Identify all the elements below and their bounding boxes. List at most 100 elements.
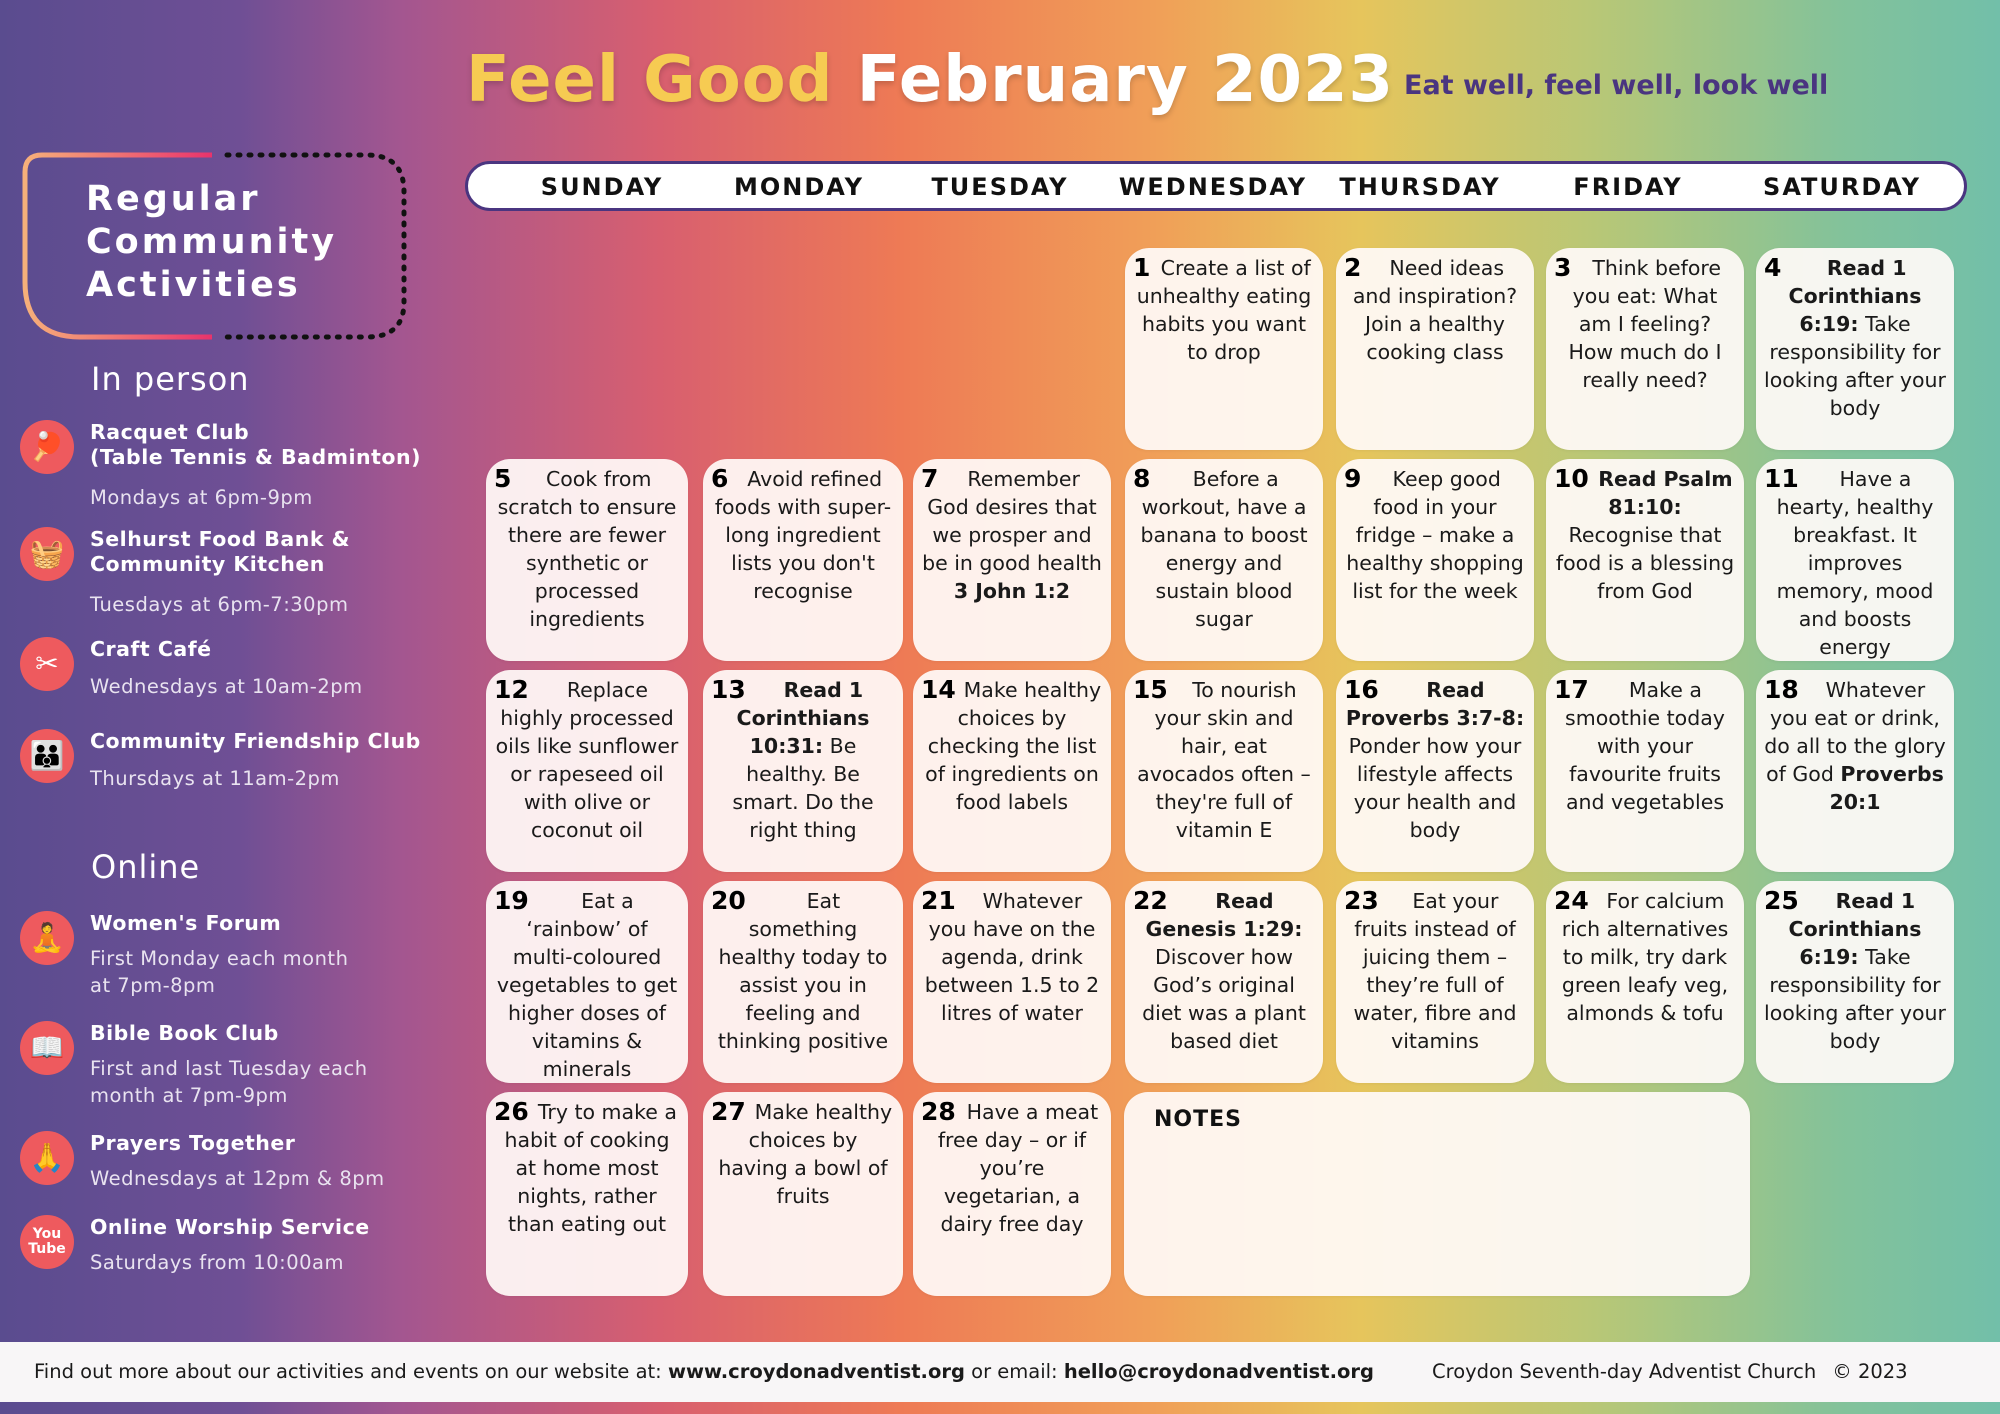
calendar-day-26: 26 Try to make a habit of cooking at home… — [486, 1092, 688, 1296]
day-number: 5 — [494, 464, 512, 493]
scissors-icon: ✂ — [20, 637, 74, 691]
weekday-header-bar: SUNDAY MONDAY TUESDAY WEDNESDAY THURSDAY… — [465, 161, 1967, 211]
day-tip: Have a meat free day – or if you’re vege… — [937, 1100, 1099, 1236]
church-name: Croydon Seventh-day Adventist Church — [1432, 1360, 1817, 1383]
calendar-day-12: 12 Replace highly processed oils like sun… — [486, 670, 688, 872]
day-tip: Make a smoothie today with your favourit… — [1565, 678, 1725, 814]
calendar-day-7: 7 Remember God desires that we prosper an… — [913, 459, 1111, 661]
day-number: 26 — [494, 1097, 529, 1126]
footer-credit: Croydon Seventh-day Adventist Church © 20… — [1432, 1342, 1908, 1402]
day-tip: Read 1 Corinthians 6:19: Take responsibi… — [1764, 256, 1946, 420]
calendar-day-11: 11 Have a hearty, healthy breakfast. It i… — [1756, 459, 1954, 661]
day-tip: Read Genesis 1:29: Discover how God’s or… — [1142, 889, 1306, 1053]
day-tip: Whatever you have on the agenda, drink b… — [924, 889, 1100, 1025]
activity-name: Community Friendship Club — [90, 729, 421, 753]
activity-time: Mondays at 6pm-9pm — [90, 486, 313, 509]
day-tip: Create a list of unhealthy eating habits… — [1136, 256, 1312, 364]
calendar-day-14: 14 Make healthy choices by checking the l… — [913, 670, 1111, 872]
calendar-day-15: 15 To nourish your skin and hair, eat avo… — [1125, 670, 1323, 872]
day-tip: Have a hearty, healthy breakfast. It imp… — [1776, 467, 1934, 659]
footer: Find out more about our activities and e… — [0, 1342, 2000, 1402]
day-number: 14 — [921, 675, 956, 704]
day-number: 16 — [1344, 675, 1379, 704]
calendar-day-20: 20 Eat something healthy today to assist … — [703, 881, 903, 1083]
calendar-day-2: 2 Need ideas and inspiration? Join a heal… — [1336, 248, 1534, 450]
food-basket-icon: 🧺 — [20, 527, 74, 581]
activity-time: Wednesdays at 12pm & 8pm — [90, 1167, 385, 1190]
weekday-friday: FRIDAY — [1573, 173, 1683, 201]
day-tip: Cook from scratch to ensure there are fe… — [497, 467, 677, 631]
calendar-day-28: 28 Have a meat free day – or if you’re ve… — [913, 1092, 1111, 1296]
table-tennis-icon: 🏓 — [20, 420, 74, 474]
day-tip: To nourish your skin and hair, eat avoca… — [1137, 678, 1311, 842]
day-number: 7 — [921, 464, 939, 493]
day-number: 2 — [1344, 253, 1362, 282]
day-tip: Read 1 Corinthians 6:19: Take responsibi… — [1764, 889, 1946, 1053]
day-number: 1 — [1133, 253, 1151, 282]
day-number: 3 — [1554, 253, 1572, 282]
weekday-thursday: THURSDAY — [1339, 173, 1501, 201]
day-number: 6 — [711, 464, 729, 493]
day-number: 25 — [1764, 886, 1799, 915]
day-number: 12 — [494, 675, 529, 704]
calendar-day-9: 9 Keep good food in your fridge – make a … — [1336, 459, 1534, 661]
footer-text-intro: Find out more about our activities and e… — [34, 1360, 668, 1383]
activity-time: Tuesdays at 6pm-7:30pm — [90, 593, 349, 616]
calendar-day-1: 1 Create a list of unhealthy eating habit… — [1125, 248, 1323, 450]
activity-time: Saturdays from 10:00am — [90, 1251, 344, 1274]
day-tip: Read 1 Corinthians 10:31: Be healthy. Be… — [732, 678, 874, 842]
activity-name: Prayers Together — [90, 1131, 296, 1155]
calendar-day-4: 4 Read 1 Corinthians 6:19: Take responsib… — [1756, 248, 1954, 450]
notes-box[interactable]: NOTES — [1124, 1092, 1750, 1296]
day-tip: Make healthy choices by checking the lis… — [925, 678, 1102, 814]
day-number: 15 — [1133, 675, 1168, 704]
day-tip: Read Proverbs 3:7-8: Ponder how your lif… — [1345, 678, 1525, 842]
email-link[interactable]: hello@croydonadventist.org — [1063, 1360, 1374, 1383]
calendar-day-21: 21 Whatever you have on the agenda, drink… — [913, 881, 1111, 1083]
day-tip: Eat your fruits instead of juicing them … — [1353, 889, 1517, 1053]
website-link[interactable]: www.croydonadventist.org — [667, 1360, 965, 1383]
meditation-icon: 🧘 — [20, 911, 74, 965]
calendar-day-18: 18 Whatever you eat or drink, do all to t… — [1756, 670, 1954, 872]
day-number: 8 — [1133, 464, 1151, 493]
weekday-tuesday: TUESDAY — [931, 173, 1069, 201]
calendar-day-3: 3 Think before you eat: What am I feeling… — [1546, 248, 1744, 450]
day-number: 28 — [921, 1097, 956, 1126]
tagline: Eat well, feel well, look well — [1404, 70, 1829, 101]
day-number: 21 — [921, 886, 956, 915]
day-number: 27 — [711, 1097, 746, 1126]
calendar-day-24: 24 For calcium rich alternatives to milk,… — [1546, 881, 1744, 1083]
copyright: © 2023 — [1832, 1360, 1908, 1383]
calendar-day-10: 10 Read Psalm 81:10: Recognise that food … — [1546, 459, 1744, 661]
title-month-year: February 2023 — [856, 43, 1395, 117]
day-tip: Keep good food in your fridge – make a h… — [1346, 467, 1524, 603]
day-number: 13 — [711, 675, 746, 704]
calendar-day-8: 8 Before a workout, have a banana to boos… — [1125, 459, 1323, 661]
day-tip: Before a workout, have a banana to boost… — [1140, 467, 1308, 631]
notes-label: NOTES — [1154, 1107, 1242, 1132]
bible-icon: 📖 — [20, 1021, 74, 1075]
day-tip: Read Psalm 81:10: Recognise that food is… — [1555, 467, 1735, 603]
day-number: 19 — [494, 886, 529, 915]
day-number: 10 — [1554, 464, 1589, 493]
sidebar-title: Regular Community Activities — [86, 179, 338, 305]
calendar-day-27: 27 Make healthy choices by having a bowl … — [703, 1092, 903, 1296]
activity-name: Online Worship Service — [90, 1215, 370, 1239]
day-number: 23 — [1344, 886, 1379, 915]
weekday-wednesday: WEDNESDAY — [1118, 173, 1308, 201]
friendship-icon: 👪 — [20, 729, 74, 783]
activity-time: First Monday each month at 7pm-8pm — [90, 947, 349, 997]
praying-hands-icon: 🙏 — [20, 1131, 74, 1185]
calendar-day-22: 22 Read Genesis 1:29: Discover how God’s … — [1125, 881, 1323, 1083]
day-number: 17 — [1554, 675, 1589, 704]
activity-time: Thursdays at 11am-2pm — [90, 767, 340, 790]
activity-name: Selhurst Food Bank & Community Kitchen — [90, 527, 350, 576]
day-tip: Try to make a habit of cooking at home m… — [504, 1100, 677, 1236]
footer-contact: Find out more about our activities and e… — [34, 1342, 1374, 1402]
activity-time: First and last Tuesday each month at 7pm… — [90, 1057, 368, 1107]
day-number: 11 — [1764, 464, 1799, 493]
footer-text-email-intro: or email: — [964, 1360, 1064, 1383]
calendar-day-25: 25 Read 1 Corinthians 6:19: Take responsi… — [1756, 881, 1954, 1083]
day-tip: Remember God desires that we prosper and… — [922, 467, 1102, 603]
